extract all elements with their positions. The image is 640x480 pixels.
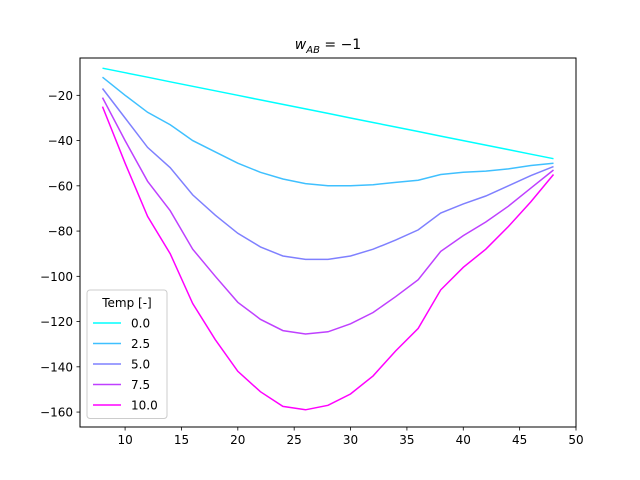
- x-tick-label-0: 10: [117, 433, 132, 447]
- y-axis: −20 −40 −60 −80 −100 −120 −140 −160: [40, 89, 80, 420]
- legend: Temp [-] 0.0 2.5 5.0 7.5 10.0: [86, 289, 168, 419]
- plot-frame: [79, 57, 577, 428]
- y-tick-label-1: −40: [48, 134, 73, 148]
- x-tick-label-6: 40: [456, 433, 471, 447]
- legend-label-1: 2.5: [131, 337, 150, 351]
- legend-label-0: 0.0: [131, 317, 150, 331]
- x-tick-label-2: 20: [230, 433, 245, 447]
- series-line-2: [101, 88, 554, 261]
- legend-label-3: 7.5: [131, 378, 150, 392]
- series-layer: [101, 67, 555, 411]
- y-tick-label-3: −80: [48, 225, 73, 239]
- y-tick-label-5: −120: [40, 315, 73, 329]
- x-tick-label-3: 25: [287, 433, 302, 447]
- x-axis: 10 15 20 25 30 35 40 45 50: [117, 427, 584, 447]
- y-tick-label-6: −140: [40, 360, 73, 374]
- x-tick-label-4: 30: [343, 433, 358, 447]
- x-tick-label-7: 45: [512, 433, 527, 447]
- chart-title: wAB = −1: [295, 37, 361, 56]
- series-line-1: [102, 76, 554, 187]
- series-line-4: [101, 106, 555, 411]
- legend-title: Temp [-]: [101, 296, 152, 310]
- legend-box: [86, 289, 168, 419]
- x-tick-label-8: 50: [568, 433, 583, 447]
- legend-label-2: 5.0: [131, 358, 150, 372]
- series-line-3: [101, 97, 554, 335]
- y-tick-label-2: −60: [48, 179, 73, 193]
- legend-label-4: 10.0: [131, 399, 158, 413]
- y-tick-label-0: −20: [48, 89, 73, 103]
- x-tick-label-1: 15: [174, 433, 189, 447]
- series-line-0: [102, 67, 554, 160]
- y-tick-label-7: −160: [40, 406, 73, 420]
- x-tick-label-5: 35: [399, 433, 414, 447]
- y-tick-label-4: −100: [40, 270, 73, 284]
